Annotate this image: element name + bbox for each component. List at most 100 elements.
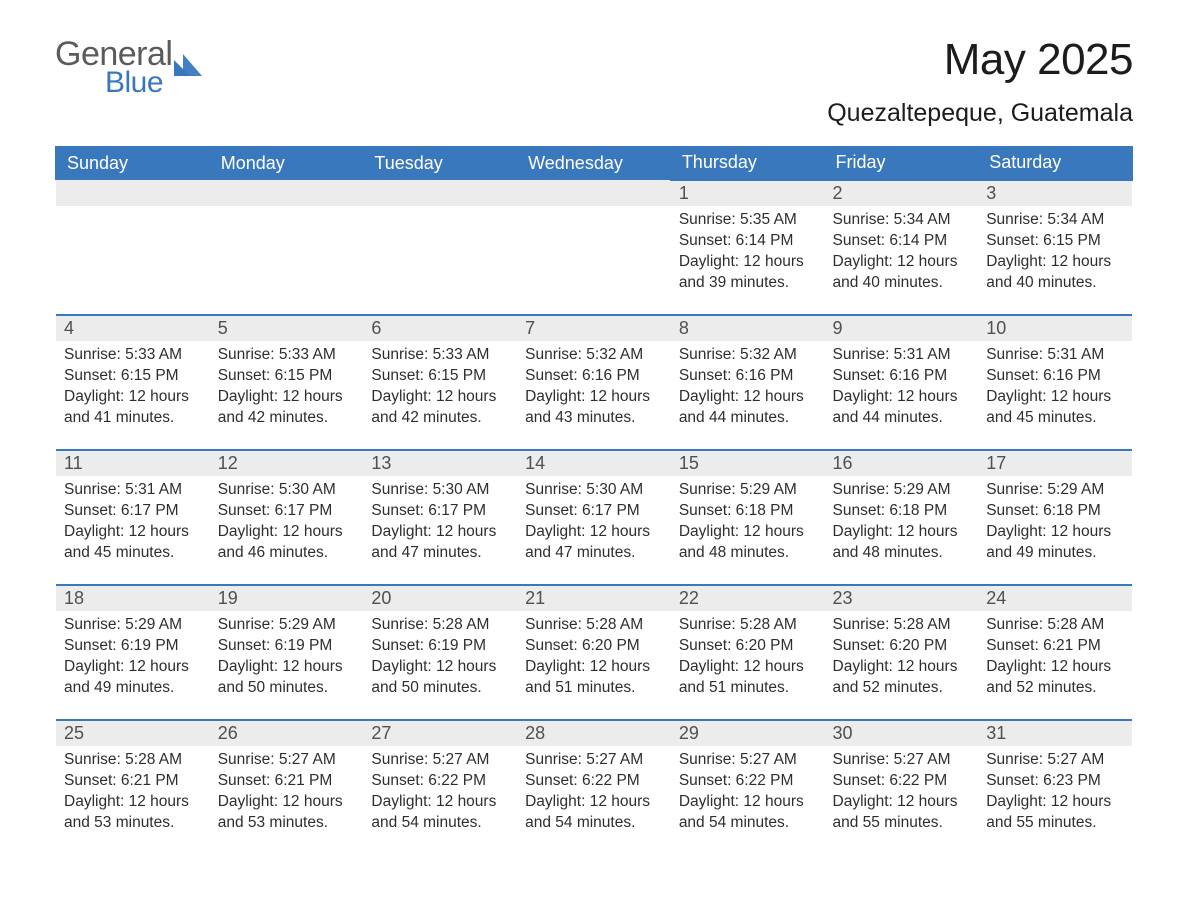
day-number: 14	[517, 451, 671, 476]
calendar-day-cell: 15Sunrise: 5:29 AMSunset: 6:18 PMDayligh…	[671, 450, 825, 585]
brand-logo: General Blue	[55, 35, 202, 100]
calendar-day-cell: 14 Sunrise: 5:30 AMSunset: 6:17 PMDayligh…	[517, 450, 671, 585]
day-details: Sunrise: 5:27 AMSunset: 6:22 PMDaylight:…	[825, 746, 979, 840]
day-details: Sunrise: 5:33 AMSunset: 6:15 PMDaylight:…	[56, 341, 210, 435]
weekday-header: Friday	[825, 146, 979, 180]
sunrise-line: Sunrise: 5:29 AM	[986, 480, 1124, 501]
calendar-day-cell: 8Sunrise: 5:32 AMSunset: 6:16 PMDaylight…	[671, 315, 825, 450]
day-number: 21	[517, 586, 671, 611]
calendar-day-cell: 24Sunrise: 5:28 AMSunset: 6:21 PMDayligh…	[978, 585, 1132, 720]
sunrise-line: Sunrise: 5:31 AM	[986, 345, 1124, 366]
daylight-line: Daylight: 12 hours and 54 minutes.	[679, 792, 817, 834]
sunset-line: Sunset: 6:17 PM	[218, 501, 356, 522]
weekday-header: Wednesday	[517, 146, 671, 180]
day-number: 26	[210, 721, 364, 746]
sunrise-line: Sunrise: 5:34 AM	[833, 210, 971, 231]
day-number: 15	[671, 451, 825, 476]
daylight-line: Daylight: 12 hours and 52 minutes.	[986, 657, 1124, 699]
day-details: Sunrise: 5:34 AMSunset: 6:14 PMDaylight:…	[825, 206, 979, 300]
day-number: 27	[363, 721, 517, 746]
weekday-header: Tuesday	[363, 146, 517, 180]
month-title: May 2025	[827, 35, 1133, 85]
calendar-day-cell: 12 Sunrise: 5:30 AMSunset: 6:17 PMDayligh…	[210, 450, 364, 585]
calendar-empty-cell	[56, 180, 210, 315]
day-number: 13	[363, 451, 517, 476]
daylight-line: Daylight: 12 hours and 50 minutes.	[218, 657, 356, 699]
day-details: Sunrise: 5:28 AMSunset: 6:21 PMDaylight:…	[978, 611, 1132, 705]
day-number: 11	[56, 451, 210, 476]
daylight-line: Daylight: 12 hours and 43 minutes.	[525, 387, 663, 429]
calendar-day-cell: 20Sunrise: 5:28 AMSunset: 6:19 PMDayligh…	[363, 585, 517, 720]
sunset-line: Sunset: 6:16 PM	[525, 366, 663, 387]
sunset-line: Sunset: 6:14 PM	[833, 231, 971, 252]
sunrise-line: Sunrise: 5:29 AM	[679, 480, 817, 501]
sunrise-line: Sunrise: 5:29 AM	[833, 480, 971, 501]
calendar-day-cell: 18Sunrise: 5:29 AMSunset: 6:19 PMDayligh…	[56, 585, 210, 720]
calendar-day-cell: 13Sunrise: 5:30 AMSunset: 6:17 PMDayligh…	[363, 450, 517, 585]
daylight-line: Daylight: 12 hours and 46 minutes.	[218, 522, 356, 564]
day-details: Sunrise: 5:32 AMSunset: 6:16 PMDaylight:…	[671, 341, 825, 435]
daylight-line: Daylight: 12 hours and 47 minutes.	[525, 522, 663, 564]
sunset-line: Sunset: 6:18 PM	[986, 501, 1124, 522]
weekday-header: Monday	[210, 146, 364, 180]
daylight-line: Daylight: 12 hours and 52 minutes.	[833, 657, 971, 699]
sunrise-line: Sunrise: 5:27 AM	[218, 750, 356, 771]
day-details: Sunrise: 5:31 AMSunset: 6:16 PMDaylight:…	[825, 341, 979, 435]
empty-day-bar	[210, 180, 364, 206]
day-number: 12	[210, 451, 364, 476]
sunrise-line: Sunrise: 5:28 AM	[833, 615, 971, 636]
sunrise-line: Sunrise: 5:30 AM	[218, 480, 356, 501]
sunrise-line: Sunrise: 5:33 AM	[218, 345, 356, 366]
day-details: Sunrise: 5:31 AMSunset: 6:16 PMDaylight:…	[978, 341, 1132, 435]
sunset-line: Sunset: 6:19 PM	[218, 636, 356, 657]
sunrise-line: Sunrise: 5:34 AM	[986, 210, 1124, 231]
day-number: 24	[978, 586, 1132, 611]
empty-day-bar	[517, 180, 671, 206]
sunrise-line: Sunrise: 5:27 AM	[833, 750, 971, 771]
day-details: Sunrise: 5:30 AMSunset: 6:17 PMDaylight:…	[363, 476, 517, 570]
day-details: Sunrise: 5:29 AMSunset: 6:18 PMDaylight:…	[671, 476, 825, 570]
daylight-line: Daylight: 12 hours and 40 minutes.	[986, 252, 1124, 294]
empty-day-bar	[363, 180, 517, 206]
calendar-day-cell: 7Sunrise: 5:32 AMSunset: 6:16 PMDaylight…	[517, 315, 671, 450]
calendar-day-cell: 23Sunrise: 5:28 AMSunset: 6:20 PMDayligh…	[825, 585, 979, 720]
day-details: Sunrise: 5:28 AMSunset: 6:21 PMDaylight:…	[56, 746, 210, 840]
day-number: 9	[825, 316, 979, 341]
day-details: Sunrise: 5:29 AMSunset: 6:18 PMDaylight:…	[825, 476, 979, 570]
sunrise-line: Sunrise: 5:28 AM	[679, 615, 817, 636]
sunset-line: Sunset: 6:15 PM	[986, 231, 1124, 252]
sunrise-line: Sunrise: 5:32 AM	[525, 345, 663, 366]
sunset-line: Sunset: 6:22 PM	[371, 771, 509, 792]
title-block: May 2025 Quezaltepeque, Guatemala	[827, 35, 1133, 128]
day-details: Sunrise: 5:28 AMSunset: 6:20 PMDaylight:…	[825, 611, 979, 705]
day-details: Sunrise: 5:29 AMSunset: 6:19 PMDaylight:…	[56, 611, 210, 705]
calendar-day-cell: 29Sunrise: 5:27 AMSunset: 6:22 PMDayligh…	[671, 720, 825, 855]
calendar-day-cell: 22Sunrise: 5:28 AMSunset: 6:20 PMDayligh…	[671, 585, 825, 720]
day-details: Sunrise: 5:33 AMSunset: 6:15 PMDaylight:…	[363, 341, 517, 435]
sunset-line: Sunset: 6:17 PM	[525, 501, 663, 522]
sunrise-line: Sunrise: 5:30 AM	[525, 480, 663, 501]
daylight-line: Daylight: 12 hours and 42 minutes.	[371, 387, 509, 429]
day-details: Sunrise: 5:29 AMSunset: 6:19 PMDaylight:…	[210, 611, 364, 705]
day-number: 22	[671, 586, 825, 611]
weekday-header: Sunday	[56, 146, 210, 180]
calendar-empty-cell	[363, 180, 517, 315]
daylight-line: Daylight: 12 hours and 40 minutes.	[833, 252, 971, 294]
calendar-day-cell: 26Sunrise: 5:27 AMSunset: 6:21 PMDayligh…	[210, 720, 364, 855]
sunset-line: Sunset: 6:21 PM	[986, 636, 1124, 657]
sunset-line: Sunset: 6:16 PM	[679, 366, 817, 387]
daylight-line: Daylight: 12 hours and 53 minutes.	[64, 792, 202, 834]
location-subtitle: Quezaltepeque, Guatemala	[827, 99, 1133, 128]
calendar-day-cell: 16Sunrise: 5:29 AMSunset: 6:18 PMDayligh…	[825, 450, 979, 585]
sunset-line: Sunset: 6:21 PM	[64, 771, 202, 792]
sunrise-line: Sunrise: 5:28 AM	[986, 615, 1124, 636]
day-details: Sunrise: 5:31 AMSunset: 6:17 PMDaylight:…	[56, 476, 210, 570]
calendar-day-cell: 30Sunrise: 5:27 AMSunset: 6:22 PMDayligh…	[825, 720, 979, 855]
calendar-day-cell: 9Sunrise: 5:31 AMSunset: 6:16 PMDaylight…	[825, 315, 979, 450]
day-number: 17	[978, 451, 1132, 476]
sunrise-line: Sunrise: 5:29 AM	[218, 615, 356, 636]
sunset-line: Sunset: 6:17 PM	[64, 501, 202, 522]
day-details: Sunrise: 5:28 AMSunset: 6:19 PMDaylight:…	[363, 611, 517, 705]
sunset-line: Sunset: 6:15 PM	[64, 366, 202, 387]
calendar-day-cell: 4Sunrise: 5:33 AMSunset: 6:15 PMDaylight…	[56, 315, 210, 450]
